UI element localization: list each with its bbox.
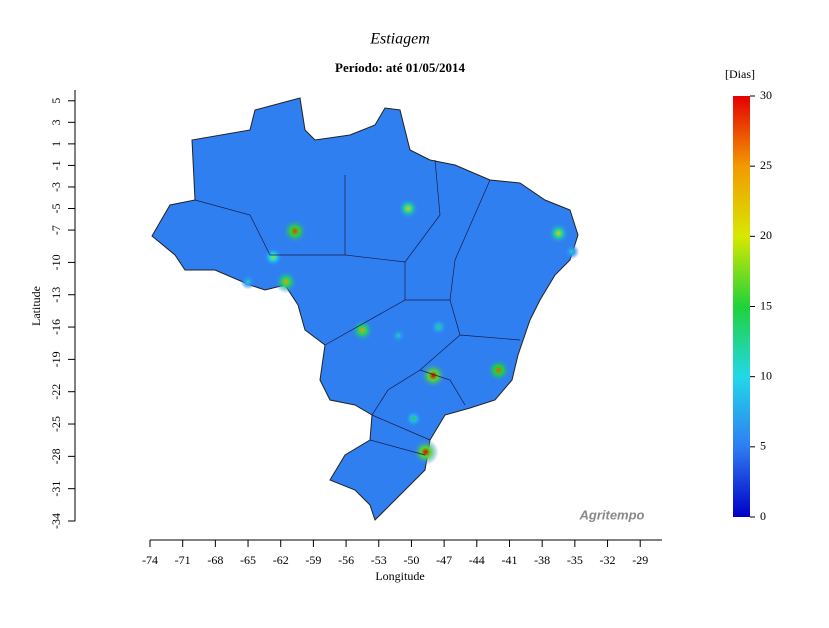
y-tick-label: 3 (49, 119, 63, 125)
x-tick-label: -29 (632, 553, 648, 567)
y-tick-label: -10 (49, 254, 63, 270)
hotspot (350, 318, 374, 342)
hotspot (390, 328, 406, 344)
x-tick-label: -56 (338, 553, 354, 567)
hotspot (274, 270, 298, 294)
colorbar-tick-label: 15 (760, 298, 772, 312)
x-tick-label: -38 (534, 553, 550, 567)
colorbar-tick-label: 20 (760, 228, 772, 242)
border-lines (194, 159, 521, 456)
hotspot (263, 247, 283, 267)
y-tick-label: -22 (49, 384, 63, 400)
hotspot (563, 244, 580, 260)
x-tick-label: -50 (403, 553, 419, 567)
watermark: Agritempo (579, 507, 645, 522)
y-tick-label: -34 (49, 513, 63, 529)
x-tick-label: -47 (436, 553, 452, 567)
y-tick-label: 5 (49, 98, 63, 104)
country-outline (151, 97, 579, 521)
hotspot (240, 274, 256, 290)
colorbar-tick-label: 30 (760, 88, 772, 102)
x-tick-label: -68 (207, 553, 223, 567)
colorbar-label: [Dias] (725, 67, 755, 81)
x-tick-label: -41 (501, 553, 517, 567)
colorbar (733, 96, 750, 517)
x-axis-label: Longitude (375, 569, 424, 583)
y-tick-label: -13 (49, 287, 63, 303)
hotspot (430, 318, 447, 336)
colorbar-tick-label: 25 (760, 158, 772, 172)
chart-subtitle: Período: até 01/05/2014 (335, 60, 465, 75)
y-tick-label: -31 (49, 481, 63, 497)
y-tick-label: 1 (49, 141, 63, 147)
x-tick-label: -65 (240, 553, 256, 567)
y-tick-label: -5 (49, 204, 63, 214)
hotspot (282, 218, 308, 244)
y-tick-label: -25 (49, 416, 63, 432)
x-tick-label: -53 (371, 553, 387, 567)
colorbar-tick-label: 0 (760, 509, 766, 523)
x-tick-label: -44 (469, 553, 485, 567)
y-axis-label: Latitude (29, 286, 43, 326)
hotspots (240, 197, 580, 466)
y-tick-label: -28 (49, 448, 63, 464)
y-tick-label: -19 (49, 351, 63, 367)
x-tick-label: -32 (600, 553, 616, 567)
hotspot (420, 362, 447, 389)
hotspot (397, 197, 419, 220)
y-tick-label: -16 (49, 319, 63, 335)
x-tick-label: -62 (273, 553, 289, 567)
y-tick-label: -7 (49, 225, 63, 235)
hotspot (412, 439, 439, 466)
chart-title: Estiagem (369, 31, 430, 48)
x-tick-label: -59 (305, 553, 321, 567)
x-tick-label: -71 (175, 553, 191, 567)
colorbar-tick-label: 10 (760, 368, 772, 382)
x-tick-label: -35 (567, 553, 583, 567)
x-tick-label: -74 (142, 553, 158, 567)
state-borders (194, 159, 521, 456)
colorbar-tick-label: 5 (760, 439, 766, 453)
y-tick-label: -3 (49, 182, 63, 192)
hotspot (486, 358, 511, 383)
hotspot (405, 410, 423, 428)
hotspot (547, 222, 570, 244)
y-tick-label: -1 (49, 160, 63, 170)
